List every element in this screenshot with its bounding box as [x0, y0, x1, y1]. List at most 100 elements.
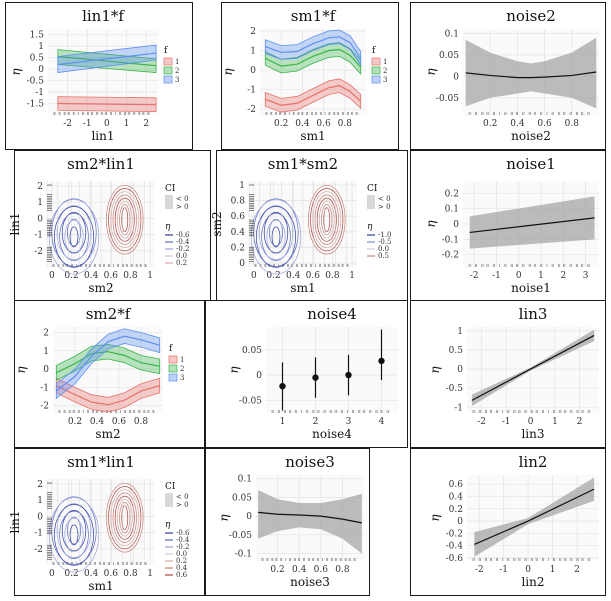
y-tick-label: 0.1: [445, 205, 459, 215]
contour-positive: [316, 197, 337, 242]
legend-swatch: [163, 57, 173, 66]
legend-label: 3: [383, 76, 387, 84]
ci-band: [55, 328, 161, 400]
contour-negative: [256, 206, 296, 268]
fit-line: [57, 55, 157, 67]
chart-title: noise3: [285, 453, 335, 471]
y-tick-label: 0.4: [449, 493, 464, 503]
x-tick-label: 0: [49, 271, 55, 281]
y-tick-label: -0.5: [446, 384, 464, 394]
legend-swatch: [168, 364, 178, 373]
y-tick-label: 1.5: [30, 31, 45, 41]
eta-legend-label: -1.0: [378, 231, 392, 239]
y-tick-label: 1: [457, 327, 463, 337]
y-axis-label: η: [221, 68, 235, 76]
x-tick-label: 1: [349, 271, 355, 281]
eta-legend-label: -0.2: [176, 543, 190, 551]
x-tick-label: 0.6: [104, 569, 119, 579]
chart-title: sm2*lin1: [67, 155, 135, 173]
x-tick-label: 0.6: [537, 119, 552, 129]
x-tick-label: 4: [379, 417, 385, 427]
y-axis-label: η: [217, 514, 231, 522]
legend-swatch: [163, 75, 173, 84]
contour-positive: [121, 207, 129, 233]
y-tick-label: -0.05: [436, 94, 459, 104]
fit-line: [474, 488, 595, 545]
plot-background: [266, 327, 398, 413]
y-axis-label: η: [14, 366, 28, 374]
panel-lin3: lin3 -1 -0.5 0 0.5 1 -2 -1 0 1 2 lin3 η: [410, 300, 606, 448]
eta-legend-label: 0.2: [176, 557, 187, 565]
x-tick-label: 0.8: [123, 569, 138, 579]
fit-line: [465, 71, 597, 79]
x-axis-label: sm1: [290, 281, 315, 295]
contour-positive: [117, 498, 133, 537]
contour-positive: [114, 495, 135, 540]
contour-negative: [69, 524, 79, 546]
chart-title: lin3: [519, 305, 548, 323]
panel-noise1: noise1 -0.2 -0.1 0 0.1 0.2 -2 -1 0 1 2 3 noise1 η: [410, 150, 606, 301]
contour-negative: [258, 205, 294, 260]
x-tick-label: -1: [492, 271, 501, 281]
fit-line: [265, 85, 362, 106]
data-point: [312, 374, 319, 381]
eta-legend-label: 0.0: [176, 252, 187, 260]
contour-negative: [67, 516, 81, 545]
y-axis-label: η: [428, 514, 442, 522]
chart-sm1-sm2: sm1*sm2 0 0.2 0.4 0.6 0.8 1 0 0.2 0.4 0.6 0.8 1 sm1 sm…: [210, 155, 392, 295]
contour-negative: [269, 218, 283, 247]
y-tick-label: 0: [256, 371, 262, 381]
chart-noise1: noise1 -0.2 -0.1 0 0.1 0.2 -2 -1 0 1 2 3 noise1 η: [424, 155, 599, 295]
panel-sm2-f: sm2*f -2 -1 0 1 2 0.2 0.4 0.6 0.8 sm2 η f 1 2 3: [14, 300, 205, 448]
y-tick-label: -0.4: [446, 542, 464, 552]
contour-negative: [64, 219, 84, 255]
x-tick-label: 2: [577, 417, 583, 427]
contour-positive: [112, 194, 137, 245]
legend-label: 2: [175, 67, 179, 75]
x-tick-label: 0.4: [90, 417, 105, 427]
x-axis-label: noise2: [511, 129, 551, 143]
legend-swatch: [371, 66, 381, 75]
y-tick-label: 0.1: [445, 29, 459, 39]
chart-title: noise4: [307, 305, 357, 323]
x-tick-label: 0.2: [274, 119, 288, 129]
eta-legend-label: -0.4: [176, 536, 190, 544]
panel-noise4: noise4 -0.05 0 0.05 1 2 3 4 noise4 η: [205, 300, 408, 448]
y-tick-label: 0: [239, 259, 245, 269]
fit-line: [265, 36, 362, 59]
x-tick-label: 0.2: [483, 119, 497, 129]
contour-negative: [56, 205, 92, 260]
y-tick-label: -0.1: [235, 550, 252, 560]
x-tick-label: 0.4: [286, 271, 301, 281]
y-axis-label: lin1: [8, 212, 22, 235]
ci-band: [264, 42, 362, 75]
y-axis-label: η: [428, 366, 442, 374]
contour-negative: [69, 226, 79, 248]
x-axis-label: sm2: [95, 427, 120, 441]
y-tick-label: -1.5: [27, 100, 45, 110]
chart-noise3: noise3 -0.1 -0.05 0 0.05 0.1 0.2 0.4 0.6 0.8 noise…: [217, 453, 364, 589]
y-tick-label: -0.05: [229, 531, 252, 541]
legend-label: 2: [383, 67, 387, 75]
x-axis-label: noise4: [312, 427, 352, 441]
legend-swatch: [168, 373, 178, 382]
legend-label: 1: [383, 58, 387, 66]
x-axis-label: sm1: [88, 579, 113, 593]
chart-title: lin1*f: [82, 7, 125, 25]
y-tick-label: -0.1: [442, 235, 459, 245]
x-tick-label: 2: [560, 271, 566, 281]
contour-positive: [323, 207, 331, 233]
eta-legend-label: -0.6: [176, 529, 190, 537]
y-tick-label: 0.5: [449, 346, 464, 356]
x-tick-label: 0.8: [123, 271, 138, 281]
x-tick-label: 0.2: [64, 271, 78, 281]
contour-positive: [108, 188, 142, 252]
x-axis-label: noise1: [511, 281, 551, 295]
contour-positive: [108, 486, 142, 550]
y-tick-label: -2: [34, 545, 43, 555]
ci-legend-title: CI: [165, 482, 176, 492]
y-tick-label: -1: [34, 231, 43, 241]
y-tick-label: -0.2: [446, 529, 463, 539]
contour-negative: [61, 510, 87, 552]
y-axis-label: η: [424, 68, 438, 76]
